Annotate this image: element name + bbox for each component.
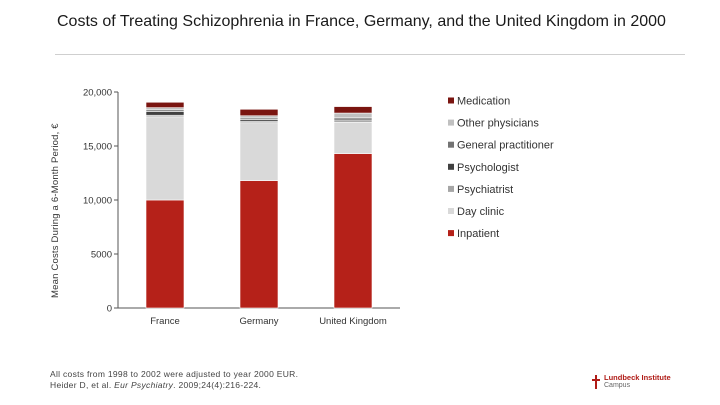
legend-swatch <box>448 185 454 192</box>
footnote-line-2: Heider D, et al. Eur Psychiatry. 2009;24… <box>50 380 298 391</box>
bar-segment-medication <box>239 108 279 117</box>
legend-label: General practitioner <box>457 140 554 152</box>
legend-label: Inpatient <box>457 228 499 240</box>
bar-segment-other-physicians <box>239 115 279 119</box>
bar-segment-day-clinic <box>239 122 279 181</box>
logo-subtitle: Campus <box>604 382 631 389</box>
bar-segment-psychologist <box>145 111 185 116</box>
x-tick-label: Germany <box>239 316 278 327</box>
logo-name: Lundbeck Institute <box>604 373 671 382</box>
slide-title: Costs of Treating Schizophrenia in Franc… <box>57 13 666 30</box>
legend-swatch <box>448 119 454 126</box>
bar-segment-day-clinic <box>333 121 373 154</box>
bar-segment-other-physicians <box>145 107 185 111</box>
x-tick-label: United Kingdom <box>319 316 387 327</box>
legend-swatch <box>448 141 454 148</box>
y-tick-label: 10,000 <box>83 196 112 207</box>
legend-label: Psychiatrist <box>457 184 513 196</box>
bar-segment-other-physicians <box>333 112 373 118</box>
title-divider <box>55 54 685 55</box>
bar-segment-inpatient <box>333 153 373 309</box>
bar-segment-day-clinic <box>145 116 185 201</box>
footnote: All costs from 1998 to 2002 were adjuste… <box>50 369 298 391</box>
legend-swatch <box>448 97 454 104</box>
legend-label: Psychologist <box>457 162 519 174</box>
y-axis-label: Mean Costs During a 6-Month Period, € <box>50 123 61 298</box>
bars-layer <box>145 101 373 309</box>
bar-segment-inpatient <box>239 180 279 309</box>
y-tick-label: 20,000 <box>83 88 112 99</box>
legend-swatch <box>448 163 454 170</box>
legend-label: Medication <box>457 96 510 108</box>
legend-swatch <box>448 208 454 214</box>
y-tick-label: 5000 <box>91 250 112 261</box>
legend-swatch <box>448 230 454 237</box>
legend-label: Day clinic <box>457 206 505 218</box>
bar-segment-medication <box>145 101 185 108</box>
bar-segment-medication <box>333 106 373 114</box>
y-tick-label: 15,000 <box>83 142 112 153</box>
legend-label: Other physicians <box>457 118 539 130</box>
bar-segment-inpatient <box>145 199 185 309</box>
legend-layer: Medication Other physicians General practi… <box>448 96 554 240</box>
x-tick-label: France <box>150 316 180 327</box>
footnote-citation: . 2009;24(4):216-224. <box>173 380 262 390</box>
footnote-line-1: All costs from 1998 to 2002 were adjuste… <box>50 369 299 379</box>
footnote-journal: Eur Psychiatry <box>114 380 174 390</box>
footnote-authors: Heider D, et al. <box>50 380 115 390</box>
logo-mark-icon <box>592 375 600 389</box>
y-tick-label: 0 <box>107 304 112 315</box>
